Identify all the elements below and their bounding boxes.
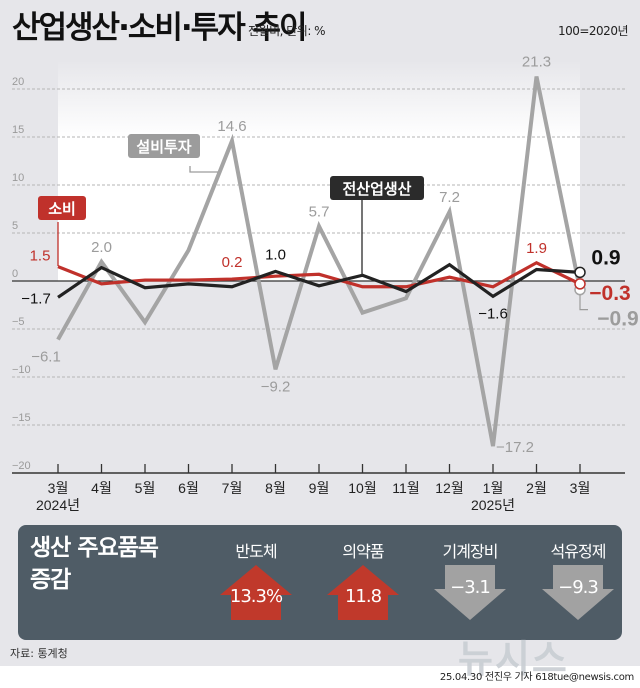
page-title: 산업생산·소비·투자 추이 <box>12 10 308 46</box>
up-arrow-icon <box>220 565 292 620</box>
data-label: −6.1 <box>31 349 61 366</box>
down-arrow-icon <box>542 565 614 620</box>
y-tick-label: 10 <box>12 172 24 184</box>
data-label: −0.3 <box>589 282 630 305</box>
data-label: 1.5 <box>30 248 51 265</box>
y-tick-label: 0 <box>12 268 18 280</box>
x-tick-label: 11월 <box>392 480 419 496</box>
down-arrow-icon <box>434 565 506 620</box>
data-label: −0.9 <box>597 308 638 331</box>
series-lines <box>56 76 586 447</box>
data-label: 14.6 <box>217 118 246 135</box>
x-tick-label: 8월 <box>265 480 286 496</box>
legend-tag-bg <box>38 196 86 220</box>
x-tick-label: 7월 <box>222 480 243 496</box>
x-tick-label: 6월 <box>178 480 199 496</box>
legend-tag-bg <box>330 176 424 200</box>
x-tick-label: 4월 <box>91 480 112 496</box>
data-label: 0.9 <box>591 246 620 269</box>
data-labels: −6.1 2.0 14.6 −9.2 5.7 7.2 −17.2 21.3 −0.9 1.5 0.2… <box>21 54 639 457</box>
year-label: 2025년 <box>471 497 515 513</box>
data-label: −9.2 <box>261 378 291 395</box>
legend-tag-bg <box>128 134 200 158</box>
data-label: 1.9 <box>526 240 547 257</box>
up-arrow-icon <box>327 565 399 620</box>
watermark: 뉴시스 <box>458 637 569 681</box>
data-label: 1.0 <box>265 246 286 263</box>
legend-tag-전산업생산: 전산업생산 <box>342 180 411 198</box>
year-label: 2024년 <box>36 497 80 513</box>
x-tick-label: 9월 <box>309 480 330 496</box>
data-label: 21.3 <box>522 54 551 71</box>
plot-highlight-area <box>58 60 580 281</box>
data-label: 2.0 <box>91 239 112 256</box>
unit-note: 전월비, 단위: % <box>248 24 326 38</box>
item-label: 반도체 <box>235 542 277 561</box>
series-line-소비 <box>57 260 581 289</box>
base-year-note: 100=2020년 <box>557 24 629 38</box>
item-label: 기계장비 <box>442 542 499 561</box>
data-label: −17.2 <box>496 439 534 456</box>
legend-tag-설비투자: 설비투자 <box>136 138 191 156</box>
y-tick-label: −10 <box>12 364 31 376</box>
source-note: 자료: 통계청 <box>10 647 68 660</box>
legend-leader-line <box>189 166 218 173</box>
x-tick-label: 3월 <box>48 480 69 496</box>
legend-tag-소비: 소비 <box>48 200 76 218</box>
y-axis-ticks: 20 15 10 5 0 −5 −10 −15 −20 <box>12 76 31 472</box>
x-tick-label: 5월 <box>135 480 156 496</box>
item-value: 13.3% <box>229 586 283 607</box>
data-label: −1.6 <box>478 305 508 322</box>
y-tick-label: −20 <box>12 460 31 472</box>
series-line-전산업생산 <box>57 262 581 299</box>
series-line-설비투자 <box>56 76 582 447</box>
y-tick-label: −15 <box>12 412 31 424</box>
data-label: 0.2 <box>222 254 243 271</box>
end-point-marker <box>574 278 586 290</box>
y-tick-label: 5 <box>12 220 18 232</box>
x-tick-label: 10월 <box>348 480 376 496</box>
item-label: 석유정제 <box>550 542 607 561</box>
x-tick-label: 3월 <box>570 480 591 496</box>
item-value: 11.8 <box>344 586 382 607</box>
data-label: 5.7 <box>309 203 330 220</box>
panel-title: 생산 주요품목 증감 <box>30 535 159 593</box>
item-value: −9.3 <box>558 577 599 598</box>
y-tick-label: 15 <box>12 124 24 136</box>
line-chart: 20 15 10 5 0 −5 −10 −15 −20 3월 4월 5월 6월 7월 8월 9월 10월 11월… <box>12 54 639 513</box>
x-tick-label: 2월 <box>526 480 547 496</box>
item-value: −3.1 <box>450 577 491 598</box>
item-label: 의약품 <box>342 542 384 561</box>
credit-line: 25.04.30 전진우 기자 618tue@newsis.com <box>439 672 634 683</box>
y-tick-label: −5 <box>12 316 25 328</box>
x-tick-label: 1월 <box>483 480 504 496</box>
major-items-panel <box>18 525 622 640</box>
data-label: −1.7 <box>21 290 51 307</box>
x-tick-label: 12월 <box>435 480 463 496</box>
y-tick-label: 20 <box>12 76 24 88</box>
data-label: 7.2 <box>439 189 460 206</box>
label-leader-line <box>579 294 588 311</box>
end-point-marker <box>574 266 586 279</box>
